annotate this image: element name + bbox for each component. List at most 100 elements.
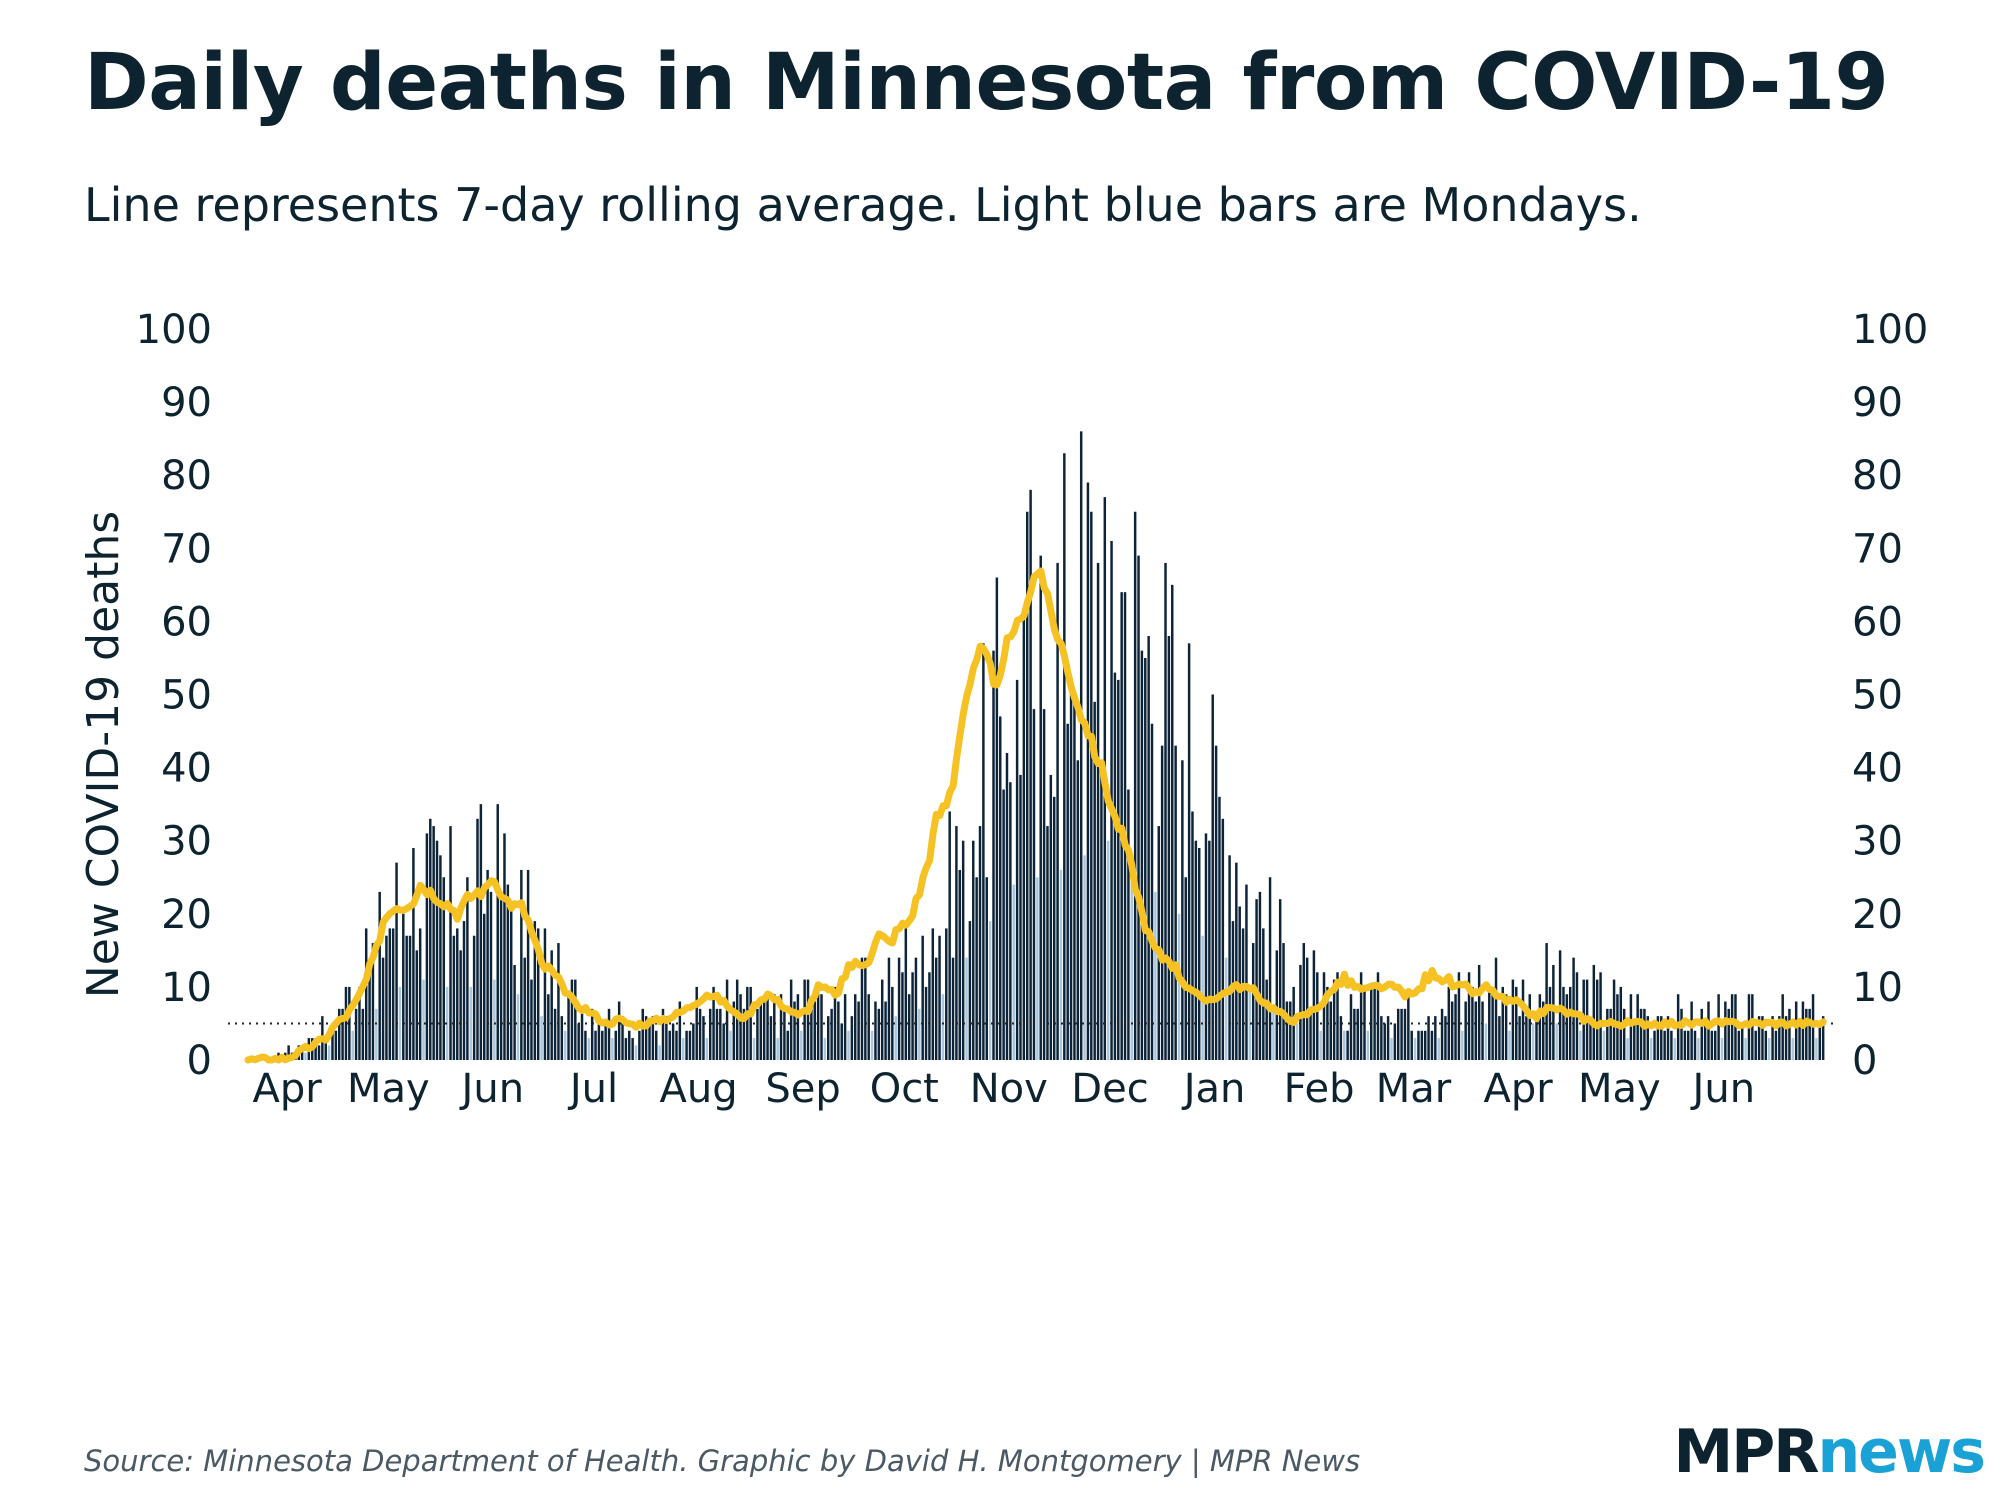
y-axis-label: New COVID-19 deaths [78,511,129,998]
bar [651,1016,655,1060]
bar [742,1008,746,1060]
bar [1403,1008,1407,1060]
bar [1258,891,1262,1060]
bar [1171,584,1174,1060]
bar [688,1030,692,1060]
bar [1090,511,1093,1060]
bar [1305,957,1309,1060]
bar [766,994,769,1060]
bar [722,1023,725,1060]
bar [1518,1016,1521,1060]
bar [418,928,422,1060]
bar [914,957,918,1060]
bar [1400,1008,1403,1060]
y-tick-label-right: 30 [1852,819,1903,865]
x-tick-label: Apr [252,1066,322,1112]
bar [1821,1016,1825,1060]
bar [1407,994,1410,1060]
bar [1349,994,1353,1060]
bar [793,1001,796,1060]
monday-bar [894,1016,897,1060]
bar [1211,694,1214,1060]
bar [1629,994,1633,1060]
bar [857,1001,860,1060]
bar [483,913,486,1060]
y-tick-label-right: 10 [1852,965,1903,1011]
x-axis: Apr May Jun Jul Aug Sep Oct Nov Dec Jan Feb Mar Apr M… [252,1066,1755,1112]
bar [334,1030,338,1060]
bar [1268,877,1272,1060]
bar [1100,760,1103,1060]
bar [867,994,870,1060]
bar [1730,994,1734,1060]
bar [1633,1023,1636,1060]
bar [1690,1001,1693,1060]
bar [1251,943,1255,1060]
y-tick-label-left: 90 [161,380,212,426]
bar [735,979,739,1060]
bar [769,1016,773,1060]
x-tick-label: Nov [970,1066,1048,1112]
bar [1521,979,1525,1060]
monday-bar [1791,1038,1795,1060]
bar [344,986,348,1060]
bar [675,1030,678,1060]
bar [1683,1030,1687,1060]
bar [1359,972,1363,1060]
bar [628,1030,631,1060]
bar [1740,1023,1744,1060]
bar [624,1038,628,1060]
bar [692,1023,695,1060]
bar [1818,1023,1822,1060]
bar [1160,745,1164,1060]
bar [853,994,857,1060]
bar [1221,818,1225,1060]
bar [1434,1016,1437,1060]
bar [1009,782,1012,1060]
monday-bar [1413,1038,1417,1060]
bar [951,957,955,1060]
monday-bar [611,1038,614,1060]
bar [388,928,392,1060]
bar [1157,826,1160,1060]
bar [1707,1001,1710,1060]
bar [408,935,412,1060]
bar [1052,796,1056,1060]
bar [1423,1030,1427,1060]
bar [547,994,550,1060]
bar [1056,562,1059,1060]
bar [1656,1016,1660,1060]
bar [1363,986,1366,1060]
bar [405,935,408,1060]
bar [972,840,975,1060]
bar [402,913,405,1060]
bar [1565,994,1569,1060]
bar [1042,709,1046,1060]
y-tick-label-right: 0 [1852,1038,1877,1084]
monday-bar [1508,1030,1511,1060]
bar [1562,986,1565,1060]
bar [1757,1016,1761,1060]
bar [1477,964,1481,1060]
bar [1356,1008,1359,1060]
bar [1491,986,1494,1060]
bar [1336,972,1339,1060]
bar [999,716,1002,1060]
bar [1322,972,1326,1060]
chart-title: Daily deaths in Minnesota from COVID-19 [84,38,1889,128]
bar [570,979,574,1060]
bar [607,1008,611,1060]
bar [1383,1023,1386,1060]
bar [806,979,810,1060]
bar [877,1008,881,1060]
bar [1737,1030,1741,1060]
x-tick-label: Sep [765,1066,840,1112]
bar [1599,972,1602,1060]
bar [348,986,351,1060]
bar [668,1030,671,1060]
bar [533,921,537,1060]
bar [324,1038,327,1060]
chart-area: 0 10 20 30 40 50 60 70 80 90 100 0 10 20 30 40 50 60 70 80… [78,307,1928,1112]
bar [739,994,742,1060]
bar [1309,1008,1312,1060]
